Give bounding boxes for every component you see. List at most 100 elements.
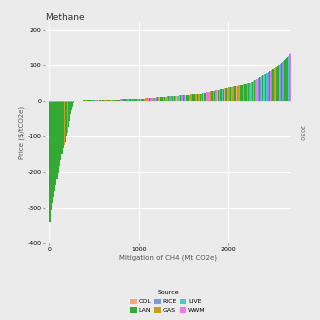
Bar (53, 101, 54, 197)
Bar (135, 99, 136, 101)
Bar (298, 46, 299, 101)
Bar (58, 101, 59, 172)
Bar (110, 100, 111, 101)
Bar (267, 73, 268, 101)
Bar (301, 43, 302, 101)
Bar (281, 63, 282, 101)
Bar (151, 98, 152, 101)
Bar (61, 101, 62, 154)
Bar (312, 32, 313, 101)
Bar (67, 101, 68, 133)
Bar (114, 100, 115, 101)
Bar (300, 44, 301, 101)
Bar (258, 78, 259, 101)
Bar (204, 93, 205, 101)
Text: Methane: Methane (45, 12, 84, 22)
Bar (170, 96, 171, 101)
Bar (197, 94, 198, 101)
Bar (235, 86, 236, 101)
Bar (228, 87, 229, 101)
Bar (59, 101, 60, 166)
Bar (155, 98, 156, 101)
Bar (243, 84, 244, 101)
Bar (95, 100, 96, 101)
Bar (108, 100, 109, 101)
Bar (305, 39, 306, 101)
Bar (107, 100, 108, 101)
Bar (55, 101, 56, 185)
Bar (239, 85, 240, 101)
Bar (313, 31, 314, 101)
Bar (60, 101, 61, 160)
Bar (178, 96, 179, 101)
Bar (161, 97, 162, 101)
Bar (117, 100, 118, 101)
Bar (68, 101, 69, 127)
Bar (196, 94, 197, 101)
Bar (142, 99, 143, 101)
Bar (137, 99, 138, 101)
Bar (284, 60, 285, 101)
Bar (224, 88, 225, 101)
Bar (302, 42, 303, 101)
Bar (282, 62, 283, 101)
Bar (175, 96, 176, 101)
Bar (247, 84, 248, 101)
Bar (188, 95, 189, 101)
Bar (229, 87, 230, 101)
Bar (193, 94, 194, 101)
Bar (144, 99, 145, 101)
Bar (290, 53, 291, 101)
Bar (296, 48, 297, 101)
Bar (156, 97, 157, 101)
Bar (87, 100, 88, 101)
Bar (88, 100, 89, 101)
Bar (52, 101, 53, 204)
Bar (252, 81, 253, 101)
Bar (51, 101, 52, 216)
Bar (103, 100, 104, 101)
Bar (299, 45, 300, 101)
Bar (294, 50, 295, 101)
Bar (97, 100, 98, 101)
X-axis label: Mitigation of CH4 (Mt CO2e): Mitigation of CH4 (Mt CO2e) (119, 254, 217, 261)
Bar (309, 35, 310, 101)
Bar (62, 101, 63, 154)
Bar (297, 47, 298, 101)
Bar (179, 95, 180, 101)
Bar (149, 98, 150, 101)
Bar (255, 80, 256, 101)
Bar (139, 99, 140, 101)
Bar (279, 65, 280, 101)
Bar (192, 94, 193, 101)
Bar (133, 99, 134, 101)
Bar (65, 101, 66, 142)
Bar (123, 100, 124, 101)
Bar (143, 99, 144, 101)
Bar (295, 49, 296, 101)
Bar (173, 96, 174, 101)
Bar (280, 64, 281, 101)
Bar (49, 101, 51, 222)
Bar (233, 86, 234, 101)
Bar (273, 69, 274, 101)
Bar (278, 65, 279, 101)
Bar (99, 100, 100, 101)
Bar (134, 99, 135, 101)
Bar (150, 98, 151, 101)
Bar (93, 100, 94, 101)
Bar (86, 100, 87, 101)
Bar (92, 100, 93, 101)
Bar (166, 97, 167, 101)
Bar (236, 86, 237, 101)
Bar (153, 98, 154, 101)
Bar (288, 56, 289, 101)
Bar (102, 100, 103, 101)
Bar (314, 29, 315, 101)
Bar (195, 94, 196, 101)
Legend: COL, LAN, RICE, GAS, LIVE, WWM: COL, LAN, RICE, GAS, LIVE, WWM (130, 291, 206, 313)
Bar (116, 100, 117, 101)
Bar (262, 76, 263, 101)
Text: 2030: 2030 (299, 125, 304, 141)
Bar (56, 101, 58, 179)
